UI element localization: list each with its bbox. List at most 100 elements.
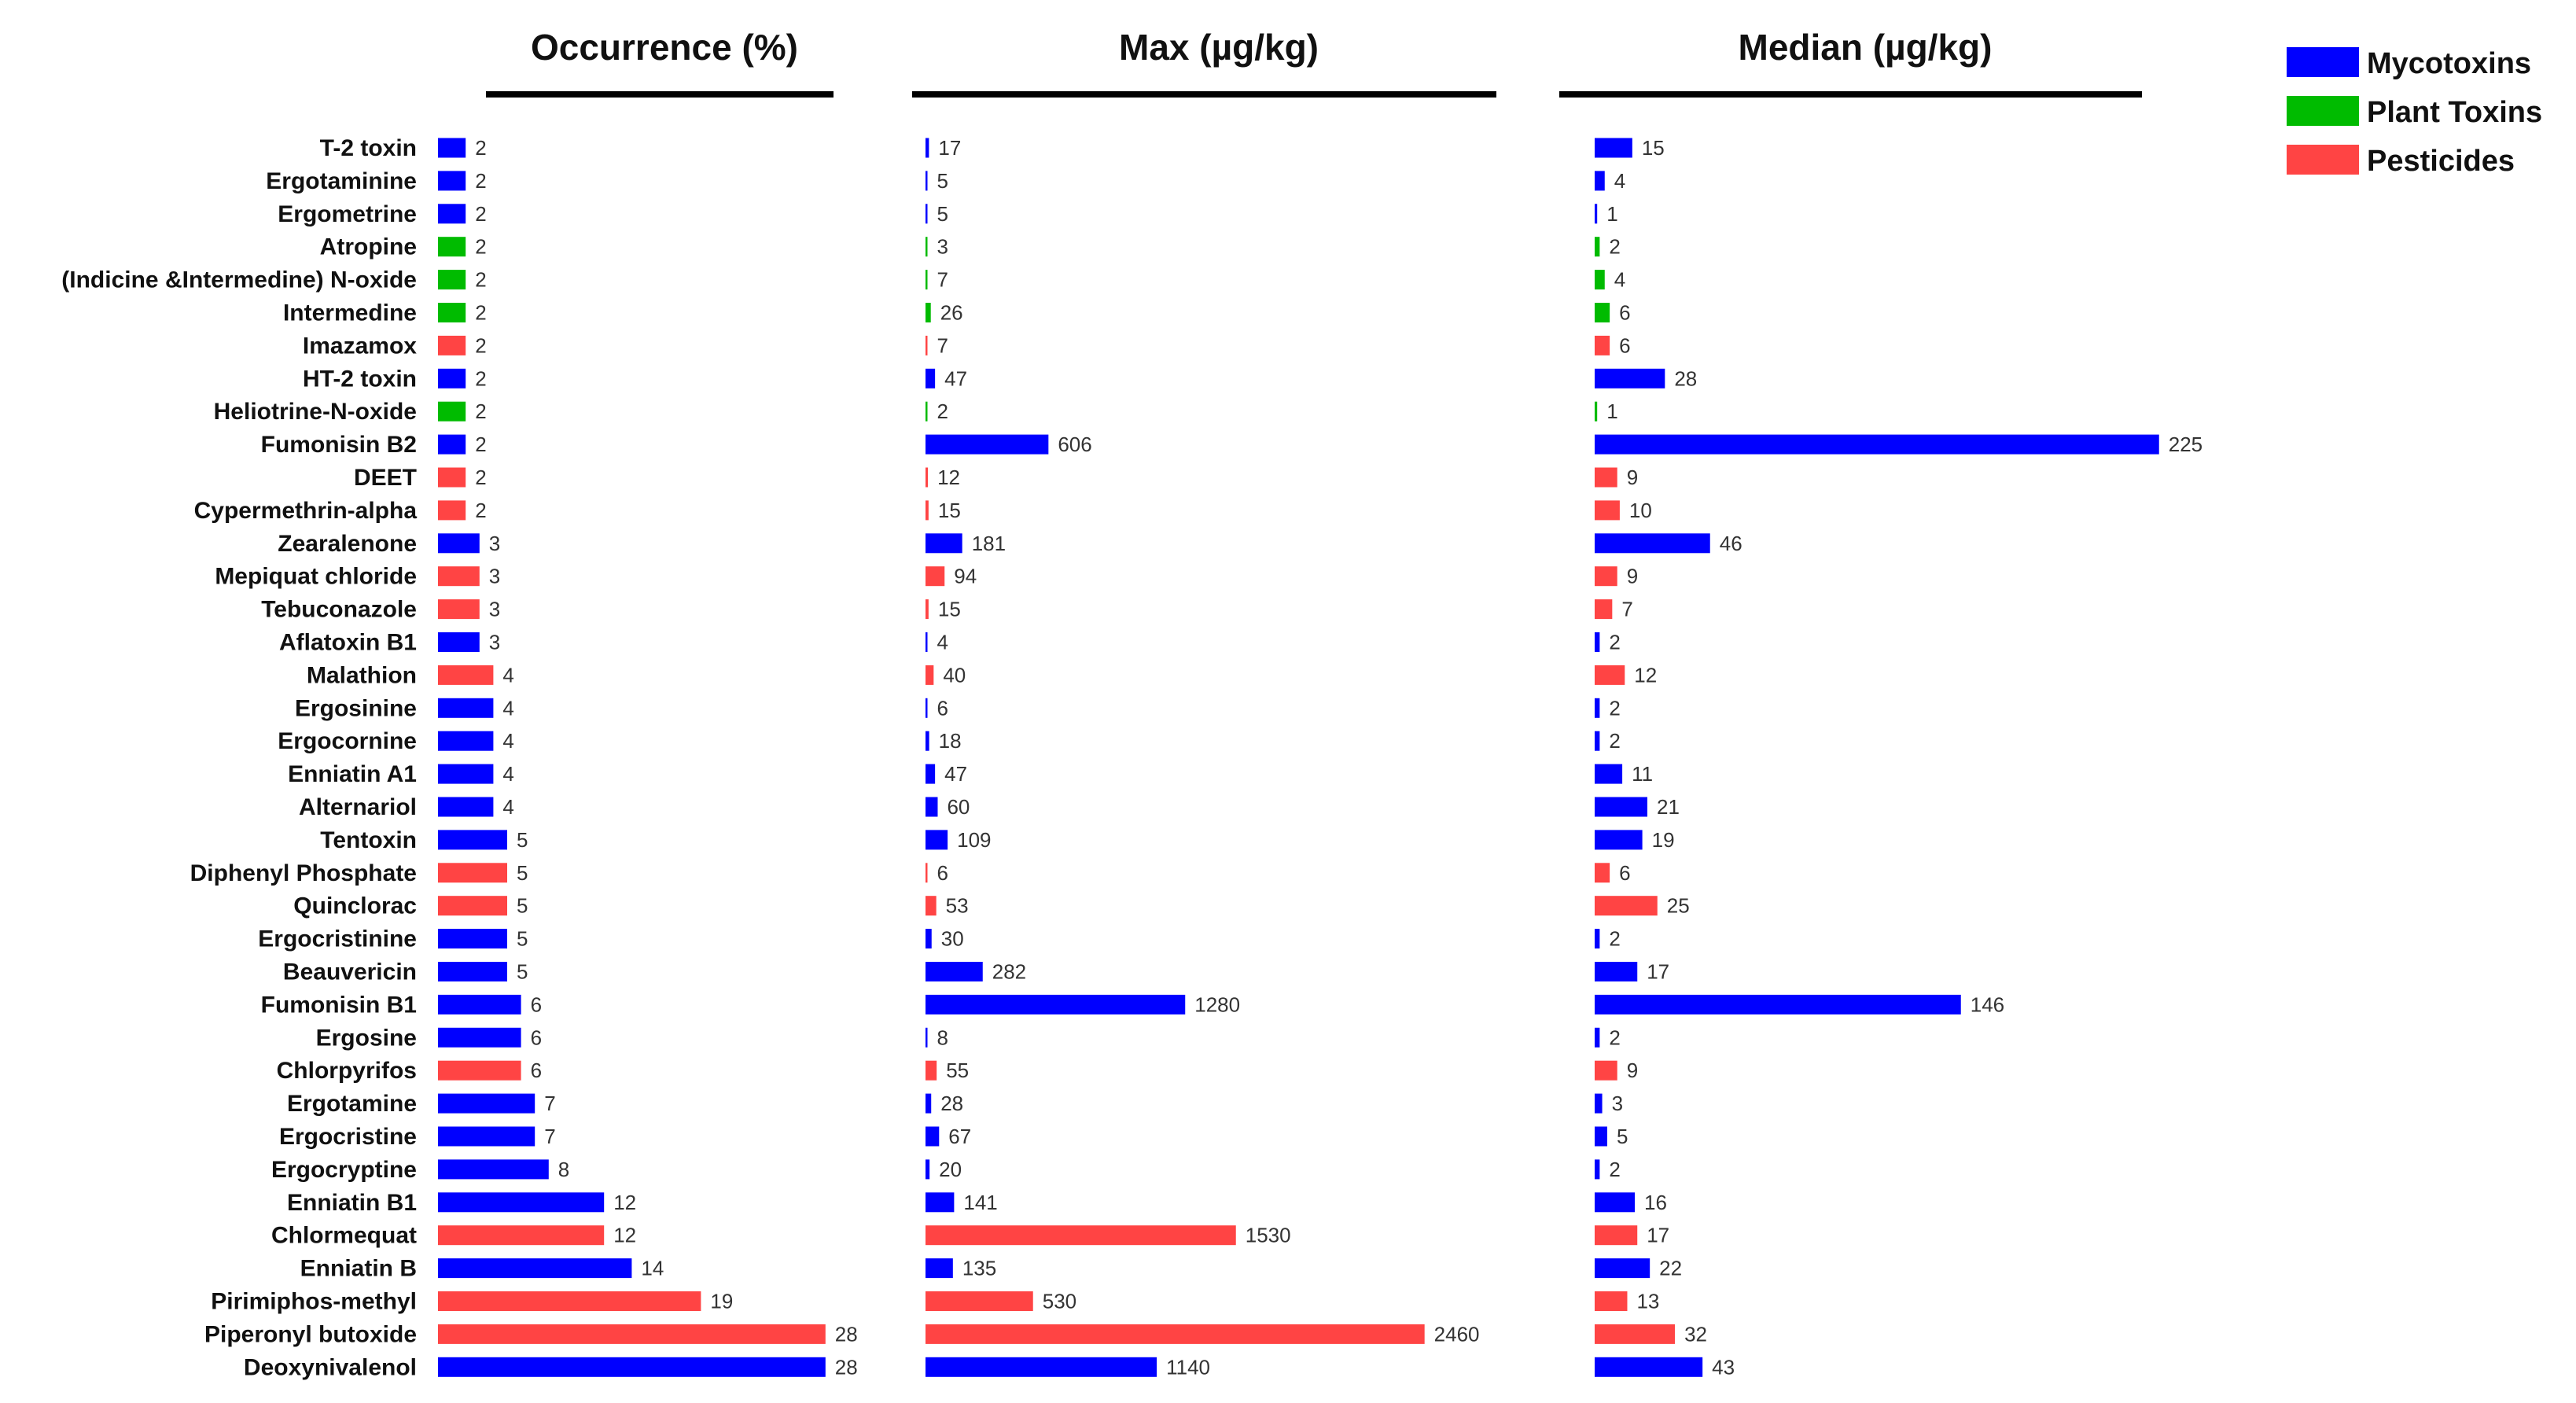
median-bar — [1595, 929, 1600, 949]
max-value-label: 15 — [938, 598, 961, 621]
max-value-label: 6 — [937, 696, 948, 720]
median-bar — [1595, 401, 1598, 422]
median-bar — [1595, 1192, 1636, 1213]
row-label: Fumonisin B1 — [261, 992, 417, 1018]
max-bar — [926, 500, 929, 521]
median-bar — [1595, 994, 1961, 1015]
max-value-label: 47 — [944, 366, 967, 390]
row-label: Ergocristine — [279, 1124, 417, 1150]
occurrence-bar — [438, 896, 507, 916]
legend-swatch — [2287, 96, 2359, 126]
max-value-label: 6 — [937, 861, 948, 885]
row-label: Aflatoxin B1 — [279, 630, 417, 656]
occurrence-value-label: 12 — [613, 1191, 636, 1214]
max-bar — [926, 1324, 1425, 1344]
max-bar — [926, 1027, 928, 1048]
occurrence-value-label: 2 — [475, 499, 486, 522]
median-value-label: 17 — [1647, 1224, 1669, 1247]
legend-swatch — [2287, 145, 2359, 175]
occurrence-value-label: 28 — [835, 1322, 858, 1346]
max-bar — [926, 566, 945, 587]
row-label: T-2 toxin — [320, 135, 417, 161]
median-bar — [1595, 138, 1632, 158]
median-bar — [1595, 764, 1623, 784]
occurrence-value-label: 3 — [489, 565, 500, 588]
occurrence-bar — [438, 434, 466, 455]
median-value-label: 2 — [1609, 631, 1620, 654]
row-label: Enniatin B1 — [287, 1190, 417, 1216]
max-bar — [926, 237, 928, 257]
max-value-label: 181 — [972, 532, 1006, 555]
occurrence-value-label: 5 — [517, 927, 528, 951]
max-bar — [926, 896, 937, 916]
max-bar — [926, 698, 928, 718]
row-label: Ergocryptine — [271, 1157, 417, 1183]
max-value-label: 7 — [937, 333, 948, 357]
median-bar — [1595, 731, 1600, 751]
max-bar — [926, 1060, 937, 1081]
row-labels: T-2 toxin Ergotaminine Ergometrine Atropine… — [61, 135, 417, 1380]
median-value-label: 2 — [1609, 696, 1620, 720]
median-value-label: 46 — [1720, 532, 1742, 555]
max-value-label: 1530 — [1246, 1224, 1291, 1247]
max-value-label: 2 — [937, 400, 948, 423]
max-bar — [926, 962, 983, 981]
row-label: Enniatin A1 — [288, 761, 417, 787]
max-bar — [926, 1192, 955, 1213]
median-bar — [1595, 237, 1600, 257]
occurrence-bar — [438, 797, 494, 817]
occurrence-bar — [438, 1093, 535, 1114]
row-label: Enniatin B — [300, 1256, 417, 1282]
occurrence-bar — [438, 863, 507, 883]
occurrence-bar — [438, 1192, 605, 1213]
max-bar — [926, 863, 928, 883]
occurrence-value-label: 2 — [475, 268, 486, 292]
row-label: Ergotaminine — [266, 168, 417, 194]
row-label: Mepiquat chloride — [215, 564, 417, 590]
max-value-label: 7 — [937, 268, 948, 292]
row-label: Atropine — [320, 234, 417, 260]
max-value-label: 1140 — [1166, 1355, 1210, 1379]
median-value-label: 22 — [1659, 1257, 1682, 1280]
median-value-label: 1 — [1606, 202, 1617, 226]
median-value-label: 25 — [1667, 894, 1690, 918]
legend-swatch — [2287, 47, 2359, 77]
row-label: Ergometrine — [278, 201, 417, 227]
max-value-label: 4 — [937, 631, 948, 654]
occurrence-value-label: 4 — [502, 696, 513, 720]
occurrence-value-label: 2 — [475, 433, 486, 456]
max-value-label: 47 — [944, 762, 967, 786]
occurrence-value-label: 5 — [517, 861, 528, 885]
legend-label: Plant Toxins — [2367, 96, 2542, 129]
median-bar — [1595, 1291, 1628, 1311]
row-label: Piperonyl butoxide — [204, 1321, 417, 1347]
max-bar — [926, 303, 931, 322]
max-value-label: 282 — [992, 960, 1026, 984]
occurrence-value-label: 5 — [517, 960, 528, 984]
panel-title-occurrence: Occurrence (%) — [531, 27, 798, 68]
occurrence-value-label: 3 — [489, 532, 500, 555]
median-value-label: 6 — [1619, 333, 1630, 357]
occurrence-value-label: 5 — [517, 828, 528, 852]
row-label: Imazamox — [303, 333, 417, 359]
occurrence-bar — [438, 764, 494, 784]
occurrence-value-label: 2 — [475, 169, 486, 193]
row-label: DEET — [354, 465, 417, 491]
median-bar — [1595, 830, 1643, 850]
max-value-label: 5 — [937, 169, 948, 193]
max-value-label: 141 — [963, 1191, 997, 1214]
max-value-label: 1280 — [1194, 992, 1240, 1016]
median-value-label: 28 — [1674, 366, 1697, 390]
median-value-label: 2 — [1609, 729, 1620, 753]
row-label: Diphenyl Phosphate — [190, 860, 417, 886]
max-bar — [926, 533, 962, 554]
max-bar — [926, 1093, 932, 1114]
panel-titles: Occurrence (%) Max (µg/kg) Median (µg/kg) — [486, 27, 2142, 98]
occurrence-bar — [438, 237, 466, 257]
median-bar — [1595, 1324, 1676, 1344]
occurrence-value-label: 2 — [475, 366, 486, 390]
occurrence-value-label: 4 — [502, 762, 513, 786]
occurrence-value-label: 4 — [502, 663, 513, 687]
median-value-label: 16 — [1644, 1191, 1667, 1214]
median-value-label: 13 — [1636, 1290, 1659, 1313]
